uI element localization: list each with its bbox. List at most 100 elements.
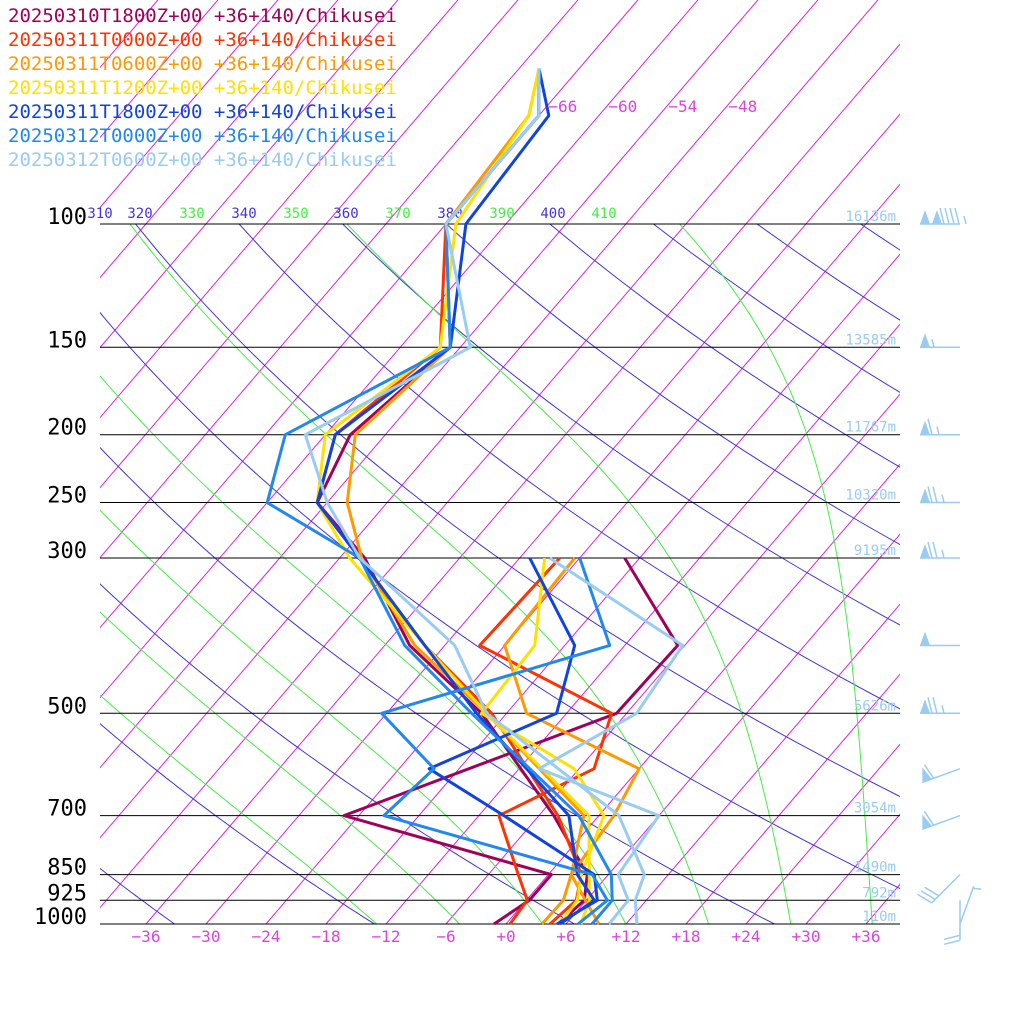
isotherm-line [445, 393, 900, 924]
temperature-tick-label: +36 [852, 927, 881, 946]
isotherm-line [926, 0, 1024, 924]
legend: 20250310T1800Z+00 +36+140/Chikusei 202503… [8, 4, 397, 172]
theta-label: 370 [385, 206, 410, 222]
pressure-tick-label: 250 [47, 484, 87, 509]
isotherm-line [100, 0, 459, 419]
temperature-tick-label: +0 [496, 927, 515, 946]
height-label: 3054m [854, 801, 896, 817]
height-label: 10320m [845, 488, 896, 504]
height-label: 1490m [854, 860, 896, 876]
temperature-tick-label: −36 [132, 927, 161, 946]
legend-item: 20250311T1200Z+00 +36+140/Chikusei [8, 77, 397, 99]
moist-adiabat-line [129, 224, 710, 924]
pressure-tick-label: 700 [47, 797, 87, 822]
dewpoint-profile-line [342, 557, 680, 926]
height-label: 792m [862, 885, 896, 901]
wind-barb [920, 541, 960, 559]
wind-barb [920, 418, 960, 436]
theta-label: 350 [283, 206, 308, 222]
temperature-tick-label: −30 [192, 927, 221, 946]
top-temperature-label: −48 [728, 97, 757, 116]
isotherm-line [100, 0, 879, 909]
wind-barb [920, 486, 960, 504]
isotherm-line [100, 0, 279, 209]
dewpoint-profile-line [380, 557, 612, 926]
height-label: 9195m [854, 543, 896, 559]
temperature-tick-label: +18 [672, 927, 701, 946]
dry-adiabat-line [859, 224, 900, 251]
isotherm-line [100, 0, 759, 769]
isotherm-line [325, 253, 900, 924]
theta-label: 330 [179, 206, 204, 222]
isotherm-line [100, 0, 339, 279]
pressure-tick-label: 200 [47, 416, 87, 441]
theta-label: 320 [127, 206, 152, 222]
wind-barb [959, 886, 982, 925]
temperature-profile-line [303, 68, 646, 925]
temperature-profile-line [315, 68, 596, 926]
temperature-tick-label: −6 [436, 927, 455, 946]
dry-adiabat-line [100, 583, 576, 924]
moist-adiabat-line [100, 694, 378, 924]
wind-barb [920, 333, 960, 349]
dewpoint-profile-line [503, 557, 641, 926]
isotherm-line [565, 533, 900, 924]
legend-item: 20250312T0000Z+00 +36+140/Chikusei [8, 125, 397, 147]
theta-label: 360 [333, 206, 358, 222]
temperature-tick-label: +6 [556, 927, 575, 946]
isotherm-line [685, 673, 900, 924]
moist-adiabat-line [346, 224, 792, 924]
wind-barb [917, 874, 961, 904]
height-label: 110m [862, 909, 896, 925]
isotherm-line [100, 0, 699, 699]
isotherm-line [265, 183, 900, 924]
sounding-series-group [315, 68, 599, 926]
isobar-lines [100, 223, 900, 925]
wind-barb [922, 764, 961, 784]
pressure-tick-label: 500 [47, 694, 87, 719]
temperature-tick-label: +24 [732, 927, 761, 946]
wind-barb [922, 811, 961, 830]
temperature-tick-label: +12 [612, 927, 641, 946]
isotherm-line [625, 603, 900, 924]
height-label: 16136m [845, 209, 896, 225]
height-label: 11767m [845, 420, 896, 436]
top-temperature-label: −66 [548, 97, 577, 116]
wind-barb [920, 207, 967, 225]
pressure-tick-label: 1000 [34, 905, 87, 930]
isotherm-line [145, 43, 900, 924]
dewpoint-profile-line [537, 556, 685, 925]
dry-adiabat-line [100, 723, 376, 924]
pressure-tick-label: 850 [47, 856, 87, 881]
moist-adiabat-line [100, 611, 461, 924]
sounding-series [265, 68, 685, 926]
temperature-profile-line [315, 68, 591, 925]
wind-barbs [917, 207, 982, 946]
temperature-tick-label: −24 [252, 927, 281, 946]
isotherm-line [745, 743, 900, 924]
legend-item: 20250310T1800Z+00 +36+140/Chikusei [8, 5, 397, 27]
temperature-tick-label: −18 [312, 927, 341, 946]
theta-label: 340 [231, 206, 256, 222]
sounding-series-group [303, 68, 685, 925]
theta-label: 310 [87, 206, 112, 222]
moist-adiabat-line [679, 224, 873, 924]
pressure-tick-label: 300 [47, 539, 87, 564]
wind-barb [920, 631, 960, 647]
dry-adiabat-line [756, 224, 900, 321]
pressure-tick-label: 100 [47, 205, 87, 230]
wind-barb [920, 697, 960, 715]
isotherm-line [100, 0, 819, 839]
top-temperature-label: −60 [608, 97, 637, 116]
dry-adiabat-line [100, 446, 776, 924]
legend-item: 20250311T0000Z+00 +36+140/Chikusei [8, 29, 397, 51]
top-temperature-label: −54 [668, 97, 697, 116]
pressure-tick-label: 925 [47, 881, 87, 906]
moist-adiabat-line [100, 509, 544, 924]
legend-item: 20250311T0600Z+00 +36+140/Chikusei [8, 53, 397, 75]
legend-item: 20250312T0600Z+00 +36+140/Chikusei [8, 149, 397, 171]
isotherm-line [100, 0, 519, 489]
isotherm-line [986, 0, 1024, 924]
sounding-series-group [315, 68, 606, 925]
